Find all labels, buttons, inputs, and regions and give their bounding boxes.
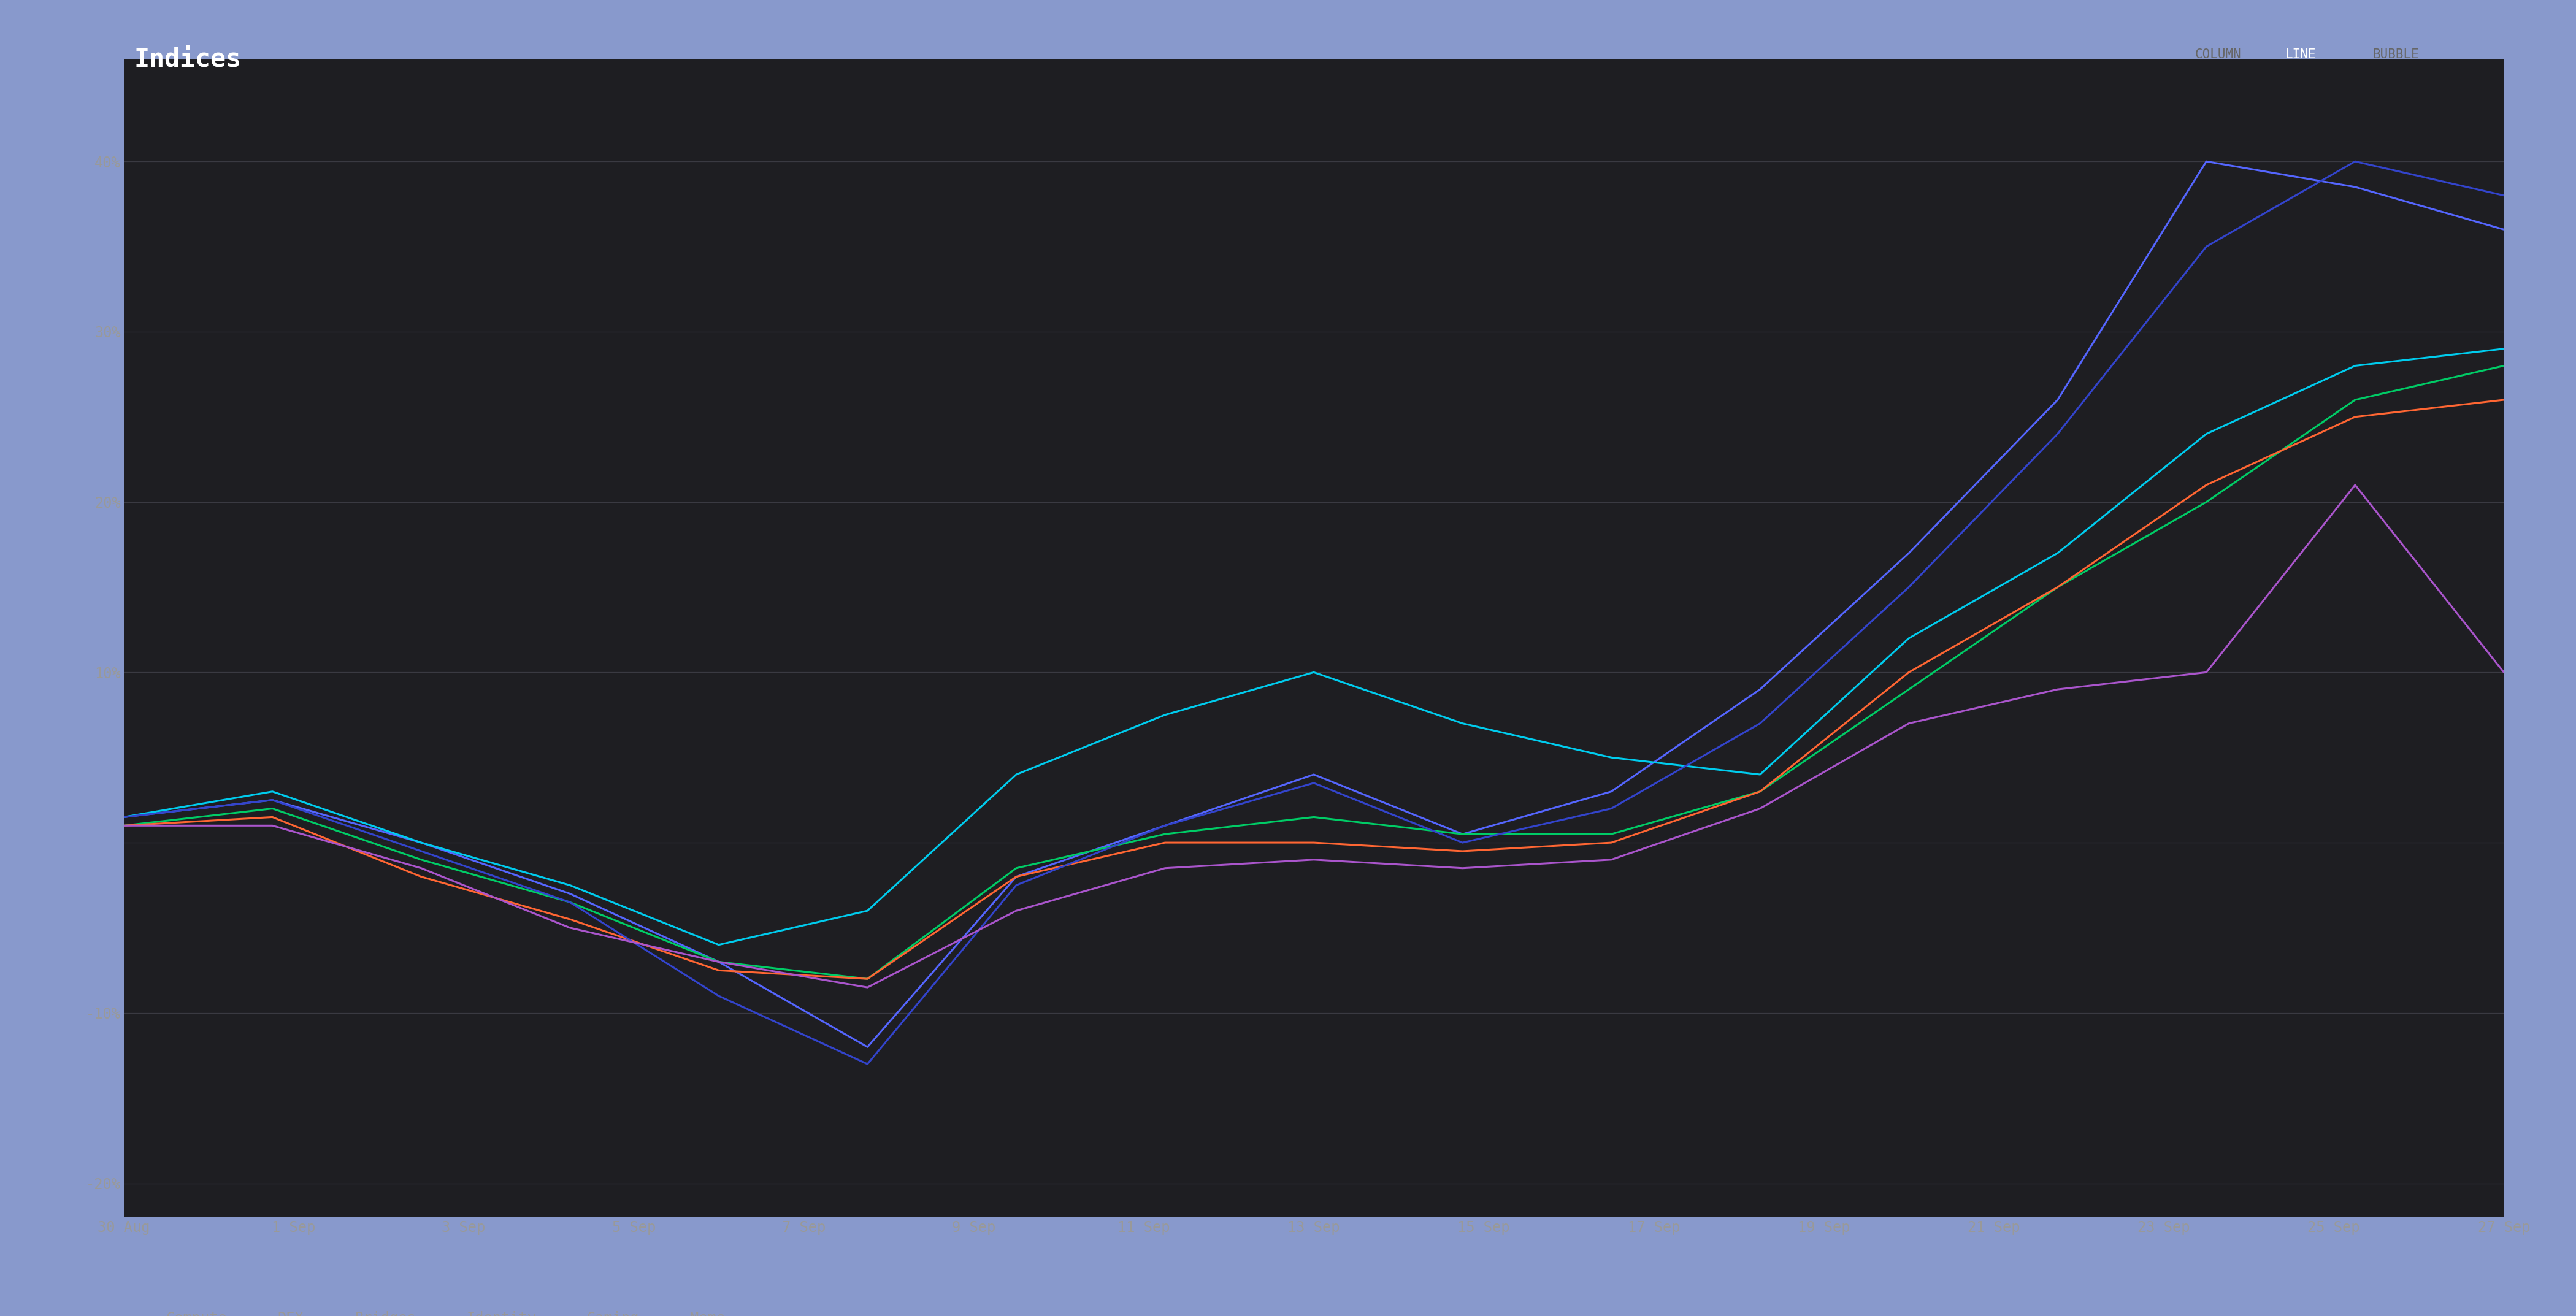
Text: Indices: Indices (134, 46, 242, 72)
Text: BUBBLE: BUBBLE (2372, 49, 2419, 61)
Legend: Compute, DEX, Bridges, Identity, Gaming, Meme: Compute, DEX, Bridges, Identity, Gaming,… (131, 1305, 732, 1316)
Text: COLUMN: COLUMN (2195, 49, 2241, 61)
Text: LINE: LINE (2285, 49, 2316, 61)
